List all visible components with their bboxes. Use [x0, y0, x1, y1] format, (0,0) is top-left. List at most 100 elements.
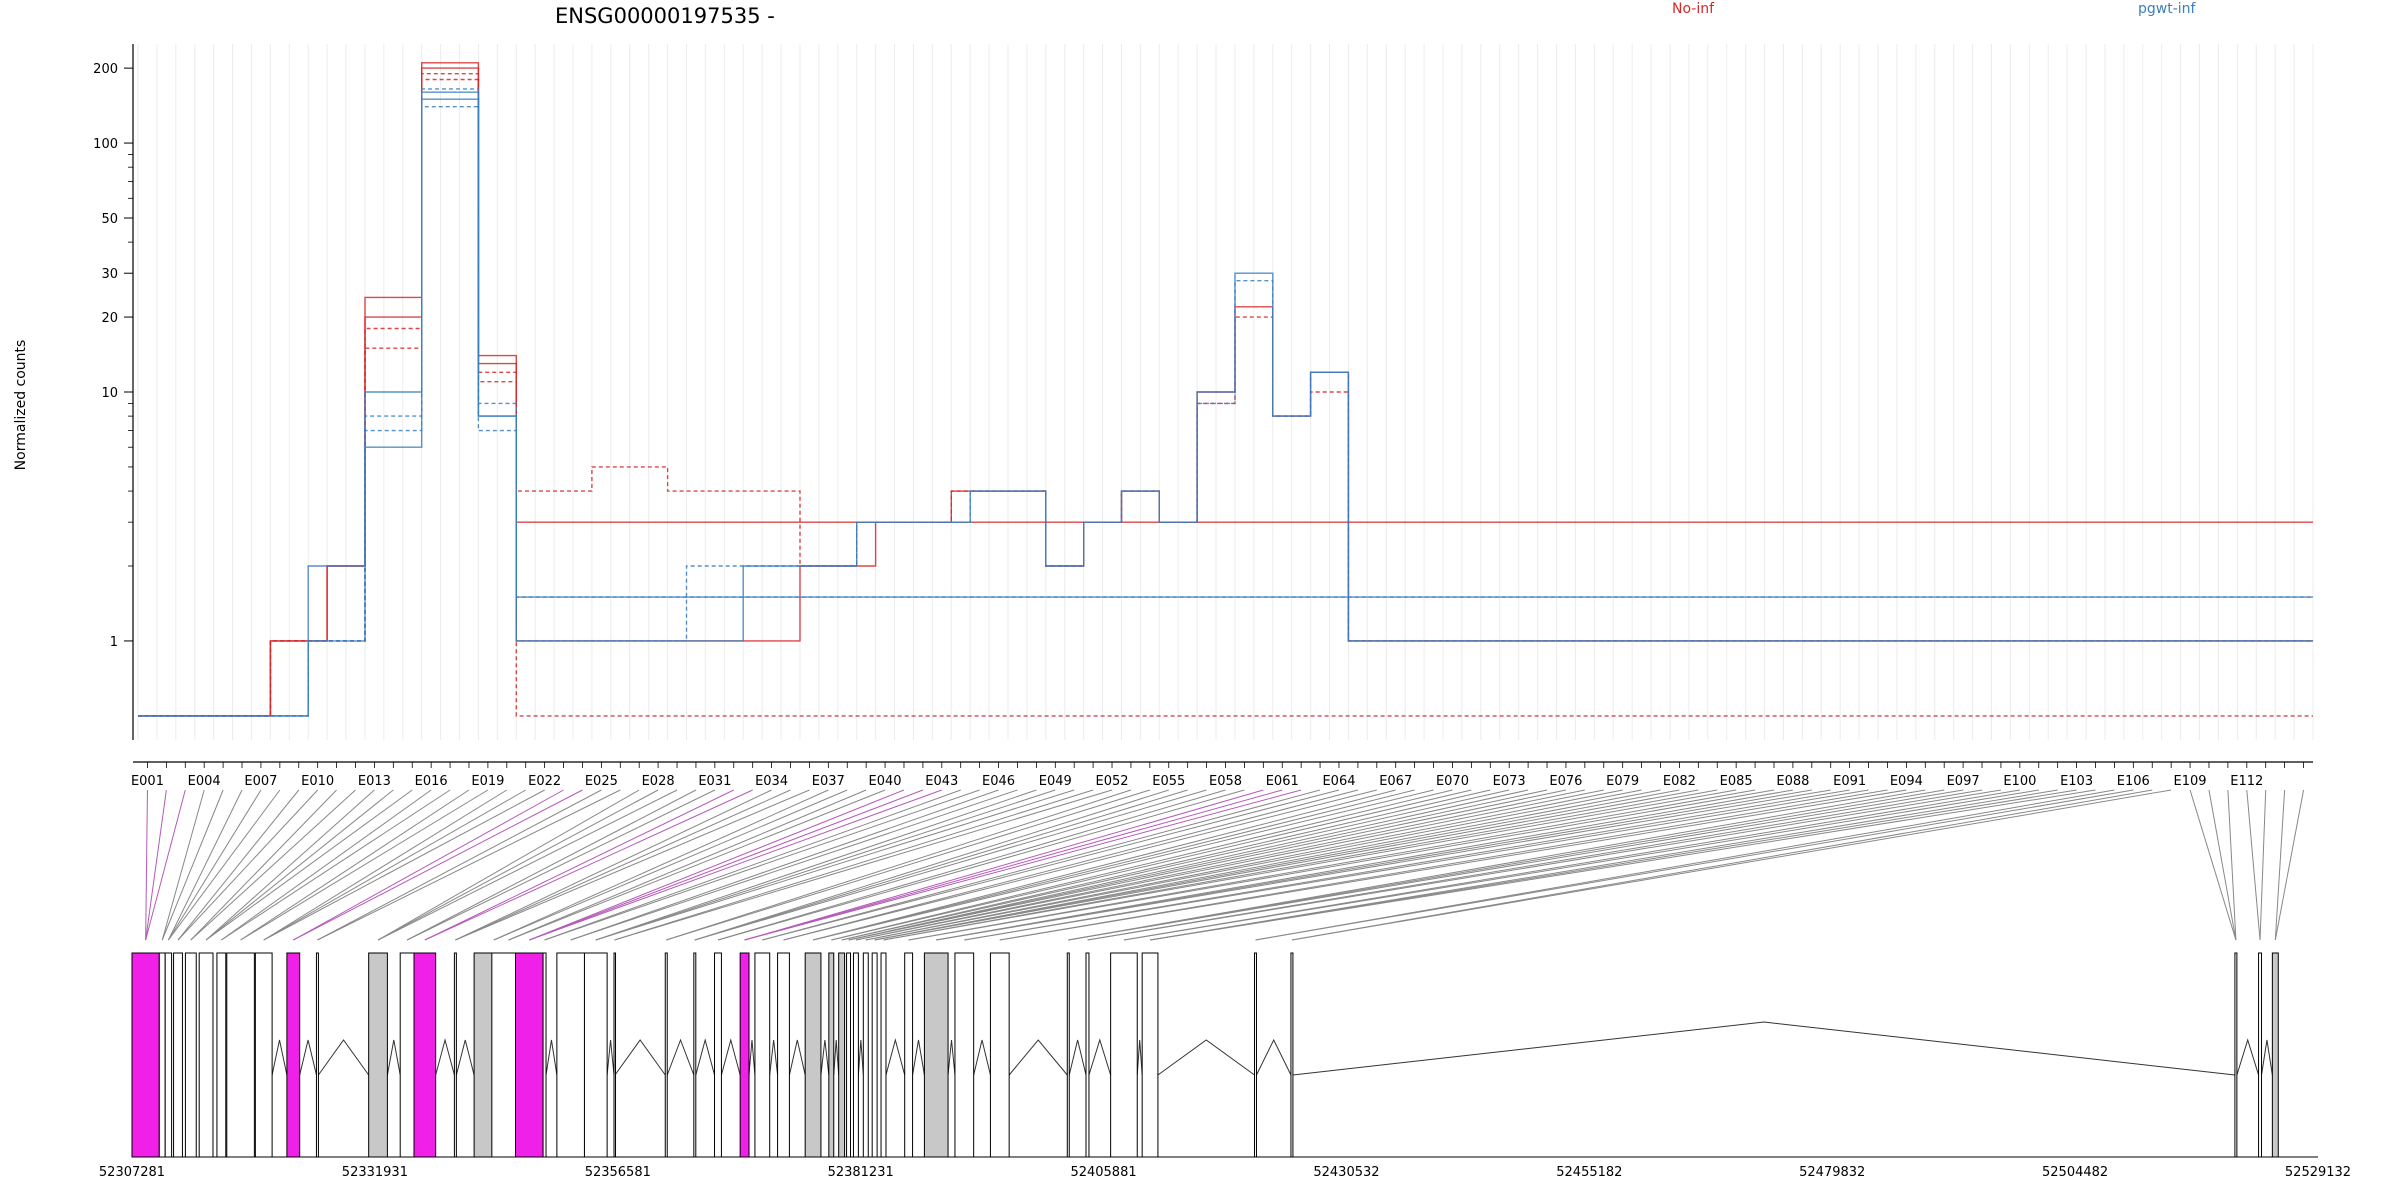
- y-tick-label: 200: [93, 62, 118, 77]
- exon-box: [2271, 952, 2279, 1158]
- exon-link-line: [221, 789, 451, 941]
- x-tick-label: E001: [131, 774, 164, 789]
- exon-link-line: [1255, 789, 2134, 941]
- exon-link-line: [595, 789, 1075, 941]
- y-tick-label: 50: [101, 212, 118, 227]
- x-tick-label: E091: [1833, 774, 1866, 789]
- exon-link-line: [717, 789, 1226, 941]
- exon-box: [173, 952, 183, 1158]
- exon-link-line: [812, 789, 1434, 941]
- exon-box: [216, 952, 227, 1158]
- intron-connector: [947, 1039, 956, 1076]
- exon-link-line: [205, 789, 394, 941]
- exon-link-line: [783, 789, 1359, 941]
- exon-box: [184, 952, 197, 1158]
- exon-box: [880, 952, 887, 1158]
- exon-box: [164, 952, 173, 1158]
- genomic-tick-label: 52504482: [2042, 1165, 2108, 1180]
- exon-link-line: [762, 789, 1321, 941]
- exon-link-line: [964, 789, 1869, 941]
- exon-link-line: [240, 789, 470, 941]
- exon-box: [954, 952, 975, 1158]
- x-tick-label: E109: [2174, 774, 2207, 789]
- y-tick-label: 1: [110, 635, 118, 650]
- exon-box: [315, 952, 319, 1158]
- exon-link-line: [848, 789, 1529, 941]
- exon-link-line: [161, 789, 205, 941]
- exon-box: [413, 952, 437, 1158]
- exon-link-line: [1149, 789, 2096, 941]
- x-tick-label: E055: [1152, 774, 1185, 789]
- exon-link-line: [1087, 789, 2002, 941]
- exon-link-line: [570, 789, 1018, 941]
- intron-connector: [695, 1038, 716, 1076]
- series-line-no-inf: [138, 62, 2313, 717]
- intron-connector: [1256, 1038, 1292, 1076]
- x-tick-label: E082: [1663, 774, 1696, 789]
- exon-box: [158, 952, 166, 1158]
- gene-model: 52307281 52331931 52356581 52381231 52405881…: [99, 952, 2351, 1180]
- exon-link-line: [717, 789, 1245, 941]
- exon-box: [198, 952, 214, 1158]
- x-tick-label: E010: [301, 774, 334, 789]
- x-tick-label: E037: [812, 774, 845, 789]
- intron-connector: [666, 1038, 695, 1076]
- exon-box: [852, 952, 859, 1158]
- x-tick-label: E043: [925, 774, 958, 789]
- exon-link-line: [1123, 789, 2020, 941]
- intron-connector: [2236, 1038, 2260, 1076]
- exon-link-line: [293, 789, 564, 941]
- exon-link-line: [831, 789, 1472, 941]
- legend-no-inf: No-inf: [1672, 1, 1715, 17]
- y-tick-label: 100: [93, 137, 118, 152]
- exon-link-line: [865, 789, 1623, 941]
- exon-link-line: [666, 789, 1150, 941]
- x-tick-label: E070: [1436, 774, 1469, 789]
- x-tick-label: E067: [1379, 774, 1412, 789]
- x-tick-label: E004: [188, 774, 221, 789]
- exon-box: [739, 952, 750, 1158]
- exon-link-line: [529, 789, 905, 941]
- exon-link-line: [508, 789, 867, 941]
- exon-link-line: [1123, 789, 2039, 941]
- exon-link-line: [205, 789, 375, 941]
- intron-connector: [1292, 1021, 2235, 1076]
- series-line-pgwt-inf: [138, 106, 2313, 717]
- exon-box: [664, 952, 668, 1158]
- exon-link-line: [908, 789, 1775, 941]
- exon-link-line: [177, 789, 300, 941]
- intron-connector: [271, 1039, 288, 1076]
- x-tick-label: E100: [2003, 774, 2036, 789]
- intron-connector: [2261, 1039, 2273, 1076]
- y-axis-label: Normalized counts: [13, 340, 29, 471]
- exon-link-line: [964, 789, 1850, 941]
- intron-connector: [1068, 1039, 1087, 1076]
- exon-box: [556, 952, 585, 1158]
- intron-connector: [973, 1039, 991, 1076]
- exon-link-line: [190, 789, 356, 941]
- exon-box: [226, 952, 255, 1158]
- exon-link-line: [205, 789, 413, 941]
- exon-link-line: [493, 789, 829, 941]
- exon-box: [754, 952, 771, 1158]
- genomic-tick-label: 52356581: [585, 1165, 651, 1180]
- exon-box: [777, 952, 790, 1158]
- exon-link-line: [317, 789, 602, 941]
- intron-connector: [455, 1039, 475, 1076]
- exon-link-line: [2227, 789, 2237, 941]
- exon-link-line: [744, 789, 1283, 941]
- intron-connector: [1157, 1039, 1255, 1076]
- exon-link-line: [221, 789, 432, 941]
- exon-box: [368, 952, 388, 1158]
- plot-area: 1 10 20 30 50 100 200 E001 E004 E007 E010 E013 E016 E…: [93, 44, 2314, 789]
- exon-link-line: [848, 789, 1567, 941]
- intron-connector: [435, 1038, 455, 1076]
- x-tick-label: E031: [698, 774, 731, 789]
- exon-link-line: [424, 789, 734, 941]
- exon-box: [1253, 952, 1257, 1158]
- intron-connector: [720, 1038, 741, 1076]
- x-tick-label: E046: [982, 774, 1015, 789]
- x-tick-label: E019: [471, 774, 504, 789]
- exon-box: [583, 952, 608, 1158]
- exon-link-line: [424, 789, 753, 941]
